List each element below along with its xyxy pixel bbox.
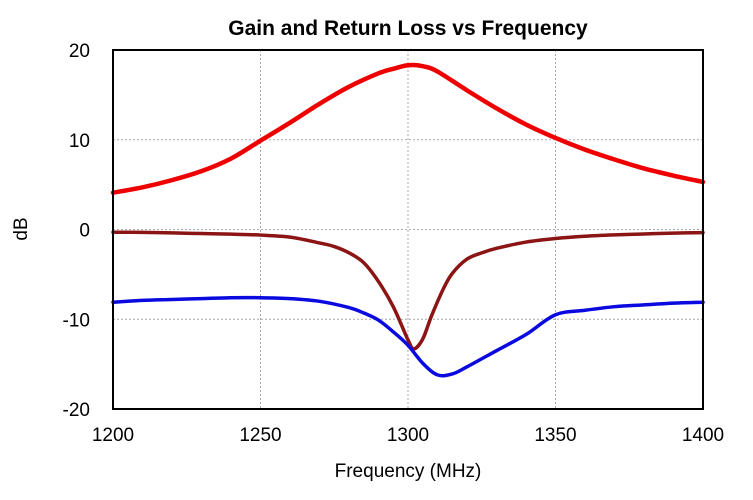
- y-axis-label: dB: [11, 217, 32, 240]
- x-tick-label-1300: 1300: [387, 425, 429, 446]
- y-tick-label-0: 0: [79, 221, 90, 242]
- x-axis-label: Frequency (MHz): [335, 461, 482, 482]
- x-tick-label-1250: 1250: [239, 425, 281, 446]
- y-tick-label--20: -20: [63, 400, 90, 421]
- series-layer: [110, 62, 706, 378]
- grid-layer: [113, 50, 703, 409]
- chart-title: Gain and Return Loss vs Frequency: [228, 17, 588, 40]
- x-tick-label-1400: 1400: [682, 425, 724, 446]
- tick-layer: 1200 1250 1300 1350 1400 -20 -10 0 10 20: [63, 41, 725, 446]
- y-tick-label--10: -10: [63, 310, 90, 331]
- y-tick-label-10: 10: [69, 131, 90, 152]
- return-loss-a-curve: [111, 230, 705, 351]
- x-tick-label-1200: 1200: [92, 425, 134, 446]
- return-loss-b-curve: [111, 295, 705, 378]
- x-tick-label-1350: 1350: [534, 425, 576, 446]
- plot-border: [112, 49, 704, 410]
- y-tick-label-20: 20: [69, 41, 90, 62]
- gain-curve: [110, 62, 706, 195]
